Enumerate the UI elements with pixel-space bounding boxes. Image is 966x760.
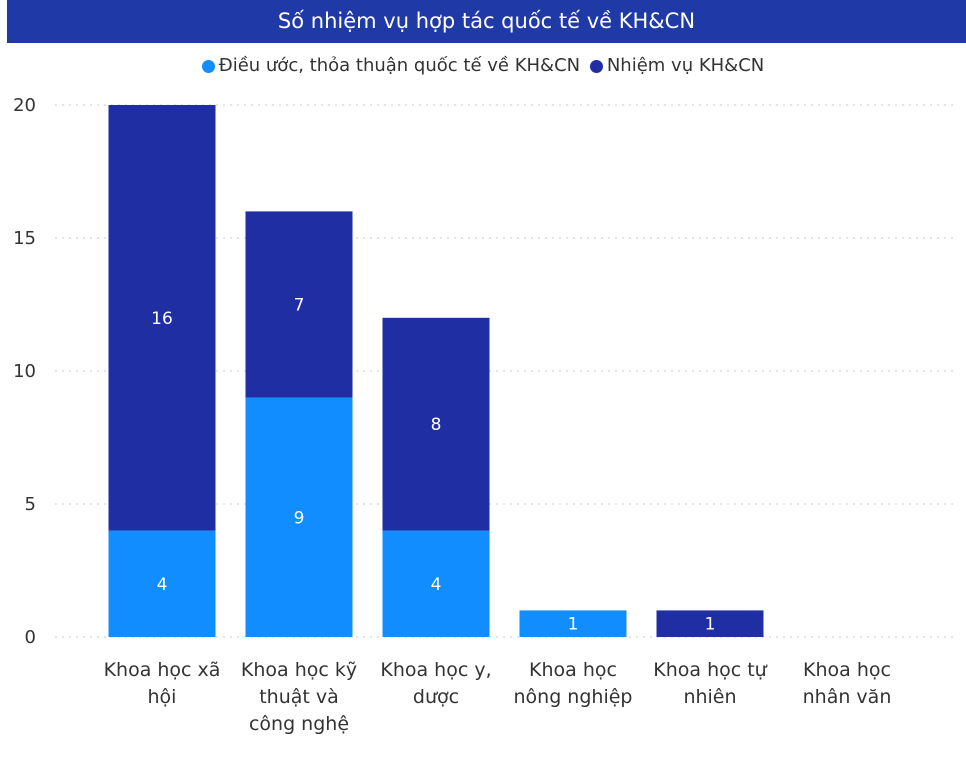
bar-segment	[656, 610, 764, 637]
data-label: 7	[294, 296, 305, 316]
y-tick-label: 5	[25, 494, 36, 515]
data-label: 9	[294, 508, 305, 528]
y-tick-label: 20	[13, 95, 36, 116]
x-tick-label: Khoa học y,	[380, 659, 491, 681]
bar-segment	[108, 530, 216, 637]
data-label: 1	[705, 615, 716, 635]
x-tick-label: hội	[148, 686, 177, 708]
legend-label-tasks: Nhiệm vụ KH&CN	[606, 55, 765, 76]
legend-label-agreements: Điều ước, thỏa thuận quốc tế về KH&CN	[218, 55, 581, 76]
data-label: 16	[151, 309, 173, 329]
x-tick-label: nhiên	[683, 686, 736, 708]
x-tick-label: công nghệ	[249, 713, 349, 735]
chart-title: Số nhiệm vụ hợp tác quốc tế về KH&CN	[7, 0, 966, 43]
data-label: 1	[568, 615, 579, 635]
legend-dot-agreements	[201, 59, 215, 73]
y-tick-label: 15	[13, 228, 36, 249]
legend-item-tasks[interactable]: Nhiệm vụ KH&CN	[589, 52, 765, 80]
y-tick-label: 0	[25, 627, 36, 648]
x-tick-label: Khoa học xã	[104, 659, 221, 681]
bar-segment	[382, 530, 490, 637]
data-label: 8	[431, 415, 442, 435]
x-tick-label: dược	[413, 686, 459, 708]
bar-segment	[108, 105, 216, 531]
x-tick-label: nông nghiệp	[514, 686, 633, 708]
legend-item-agreements[interactable]: Điều ước, thỏa thuận quốc tế về KH&CN	[201, 52, 581, 80]
data-label: 4	[431, 575, 442, 595]
bar-segment	[382, 317, 490, 531]
bar-segment	[245, 397, 353, 637]
data-label: 4	[157, 575, 168, 595]
x-tick-label: Khoa học	[529, 659, 617, 681]
chart-legend: Điều ước, thỏa thuận quốc tế về KH&CN Nh…	[0, 52, 966, 80]
x-tick-label: Khoa học kỹ	[241, 659, 357, 681]
x-tick-label: Khoa học	[803, 659, 891, 681]
x-tick-label: thuật và	[259, 686, 339, 708]
y-tick-label: 10	[13, 361, 36, 382]
x-tick-label: nhân văn	[803, 686, 892, 708]
x-tick-label: Khoa học tự	[653, 659, 767, 681]
bar-segment	[245, 211, 353, 398]
bar-segment	[519, 610, 627, 637]
legend-dot-tasks	[589, 59, 603, 73]
